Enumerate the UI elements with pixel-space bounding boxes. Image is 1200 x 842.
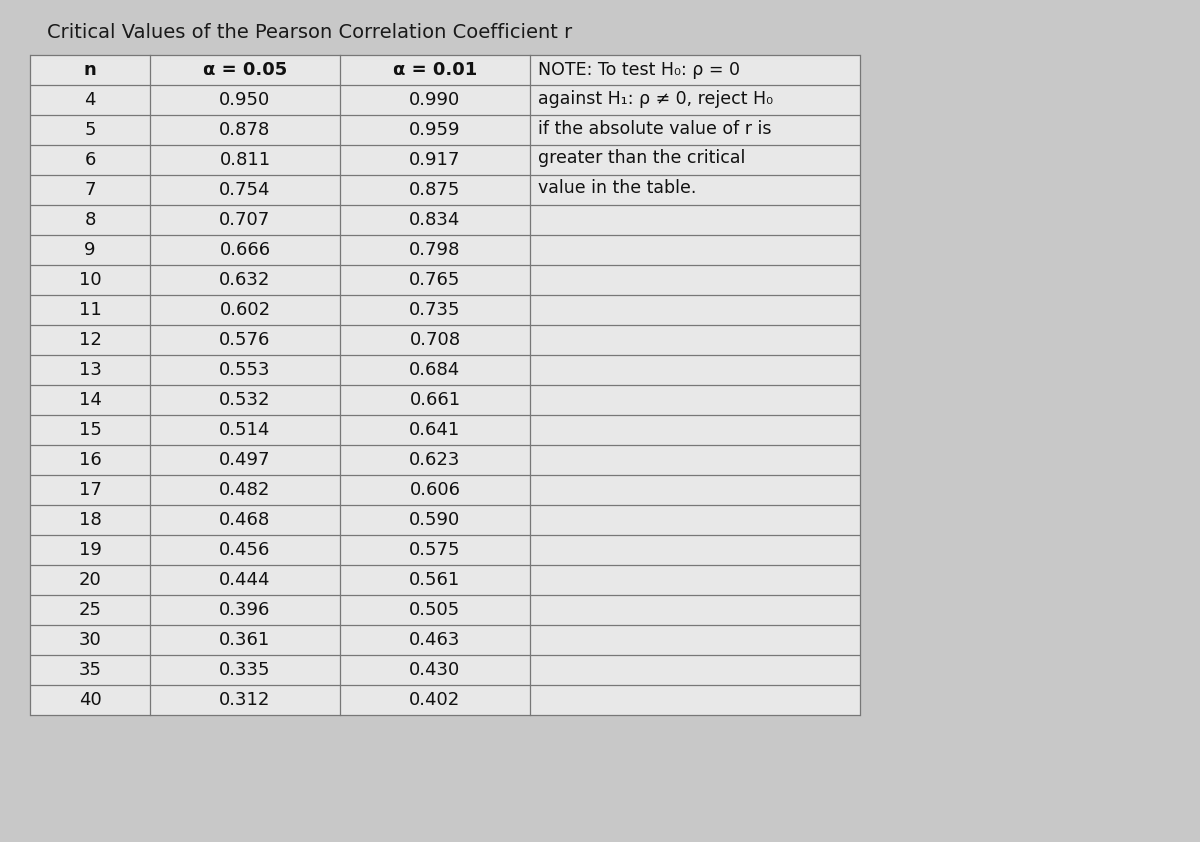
Text: 0.878: 0.878	[220, 121, 271, 139]
Text: 0.575: 0.575	[409, 541, 461, 559]
Text: 0.641: 0.641	[409, 421, 461, 439]
Text: value in the table.: value in the table.	[538, 179, 696, 196]
Text: against H₁: ρ ≠ 0, reject H₀: against H₁: ρ ≠ 0, reject H₀	[538, 90, 773, 109]
Text: 0.602: 0.602	[220, 301, 270, 319]
Text: 0.444: 0.444	[220, 571, 271, 589]
Text: 0.632: 0.632	[220, 271, 271, 289]
Text: 0.708: 0.708	[409, 331, 461, 349]
Text: 16: 16	[79, 451, 101, 469]
Text: 0.834: 0.834	[409, 211, 461, 229]
Text: 14: 14	[78, 391, 102, 409]
Text: 0.361: 0.361	[220, 631, 271, 649]
Text: if the absolute value of r is: if the absolute value of r is	[538, 120, 772, 138]
Text: 0.990: 0.990	[409, 91, 461, 109]
Text: 0.553: 0.553	[220, 361, 271, 379]
Text: 4: 4	[84, 91, 96, 109]
Text: 18: 18	[79, 511, 101, 529]
Text: 0.875: 0.875	[409, 181, 461, 199]
Text: 0.482: 0.482	[220, 481, 271, 499]
Text: greater than the critical: greater than the critical	[538, 149, 745, 168]
Text: 13: 13	[78, 361, 102, 379]
Text: 0.623: 0.623	[409, 451, 461, 469]
Text: 0.735: 0.735	[409, 301, 461, 319]
Text: 25: 25	[78, 601, 102, 619]
Text: 0.514: 0.514	[220, 421, 271, 439]
Text: 0.606: 0.606	[409, 481, 461, 499]
Text: 0.917: 0.917	[409, 151, 461, 169]
Text: 8: 8	[84, 211, 96, 229]
Text: 0.959: 0.959	[409, 121, 461, 139]
Text: 0.402: 0.402	[409, 691, 461, 709]
Text: 0.505: 0.505	[409, 601, 461, 619]
Text: 0.576: 0.576	[220, 331, 271, 349]
Text: 40: 40	[79, 691, 101, 709]
Text: 35: 35	[78, 661, 102, 679]
Text: 0.950: 0.950	[220, 91, 271, 109]
Text: 0.312: 0.312	[220, 691, 271, 709]
Text: 0.463: 0.463	[409, 631, 461, 649]
Text: 0.754: 0.754	[220, 181, 271, 199]
Text: 0.811: 0.811	[220, 151, 270, 169]
Text: 10: 10	[79, 271, 101, 289]
Text: 6: 6	[84, 151, 96, 169]
Text: 0.532: 0.532	[220, 391, 271, 409]
Text: 0.666: 0.666	[220, 241, 270, 259]
Text: 0.468: 0.468	[220, 511, 271, 529]
Text: 0.430: 0.430	[409, 661, 461, 679]
Text: 11: 11	[79, 301, 101, 319]
Text: 0.497: 0.497	[220, 451, 271, 469]
Text: 0.707: 0.707	[220, 211, 271, 229]
Text: α = 0.01: α = 0.01	[392, 61, 478, 79]
Bar	[30, 55, 860, 715]
Text: α = 0.05: α = 0.05	[203, 61, 287, 79]
Text: 7: 7	[84, 181, 96, 199]
Text: 0.335: 0.335	[220, 661, 271, 679]
Text: 17: 17	[78, 481, 102, 499]
Text: n: n	[84, 61, 96, 79]
Text: Critical Values of the Pearson Correlation Coefficient r: Critical Values of the Pearson Correlati…	[47, 23, 572, 41]
Text: 0.798: 0.798	[409, 241, 461, 259]
Text: 19: 19	[78, 541, 102, 559]
Text: 30: 30	[79, 631, 101, 649]
Text: 0.765: 0.765	[409, 271, 461, 289]
Text: 0.661: 0.661	[409, 391, 461, 409]
Text: NOTE: To test H₀: ρ = 0: NOTE: To test H₀: ρ = 0	[538, 61, 740, 79]
Text: 0.590: 0.590	[409, 511, 461, 529]
Text: 12: 12	[78, 331, 102, 349]
Text: 20: 20	[79, 571, 101, 589]
Text: 0.456: 0.456	[220, 541, 271, 559]
Text: 0.396: 0.396	[220, 601, 271, 619]
Text: 15: 15	[78, 421, 102, 439]
Text: 5: 5	[84, 121, 96, 139]
Text: 0.684: 0.684	[409, 361, 461, 379]
Text: 9: 9	[84, 241, 96, 259]
Text: 0.561: 0.561	[409, 571, 461, 589]
